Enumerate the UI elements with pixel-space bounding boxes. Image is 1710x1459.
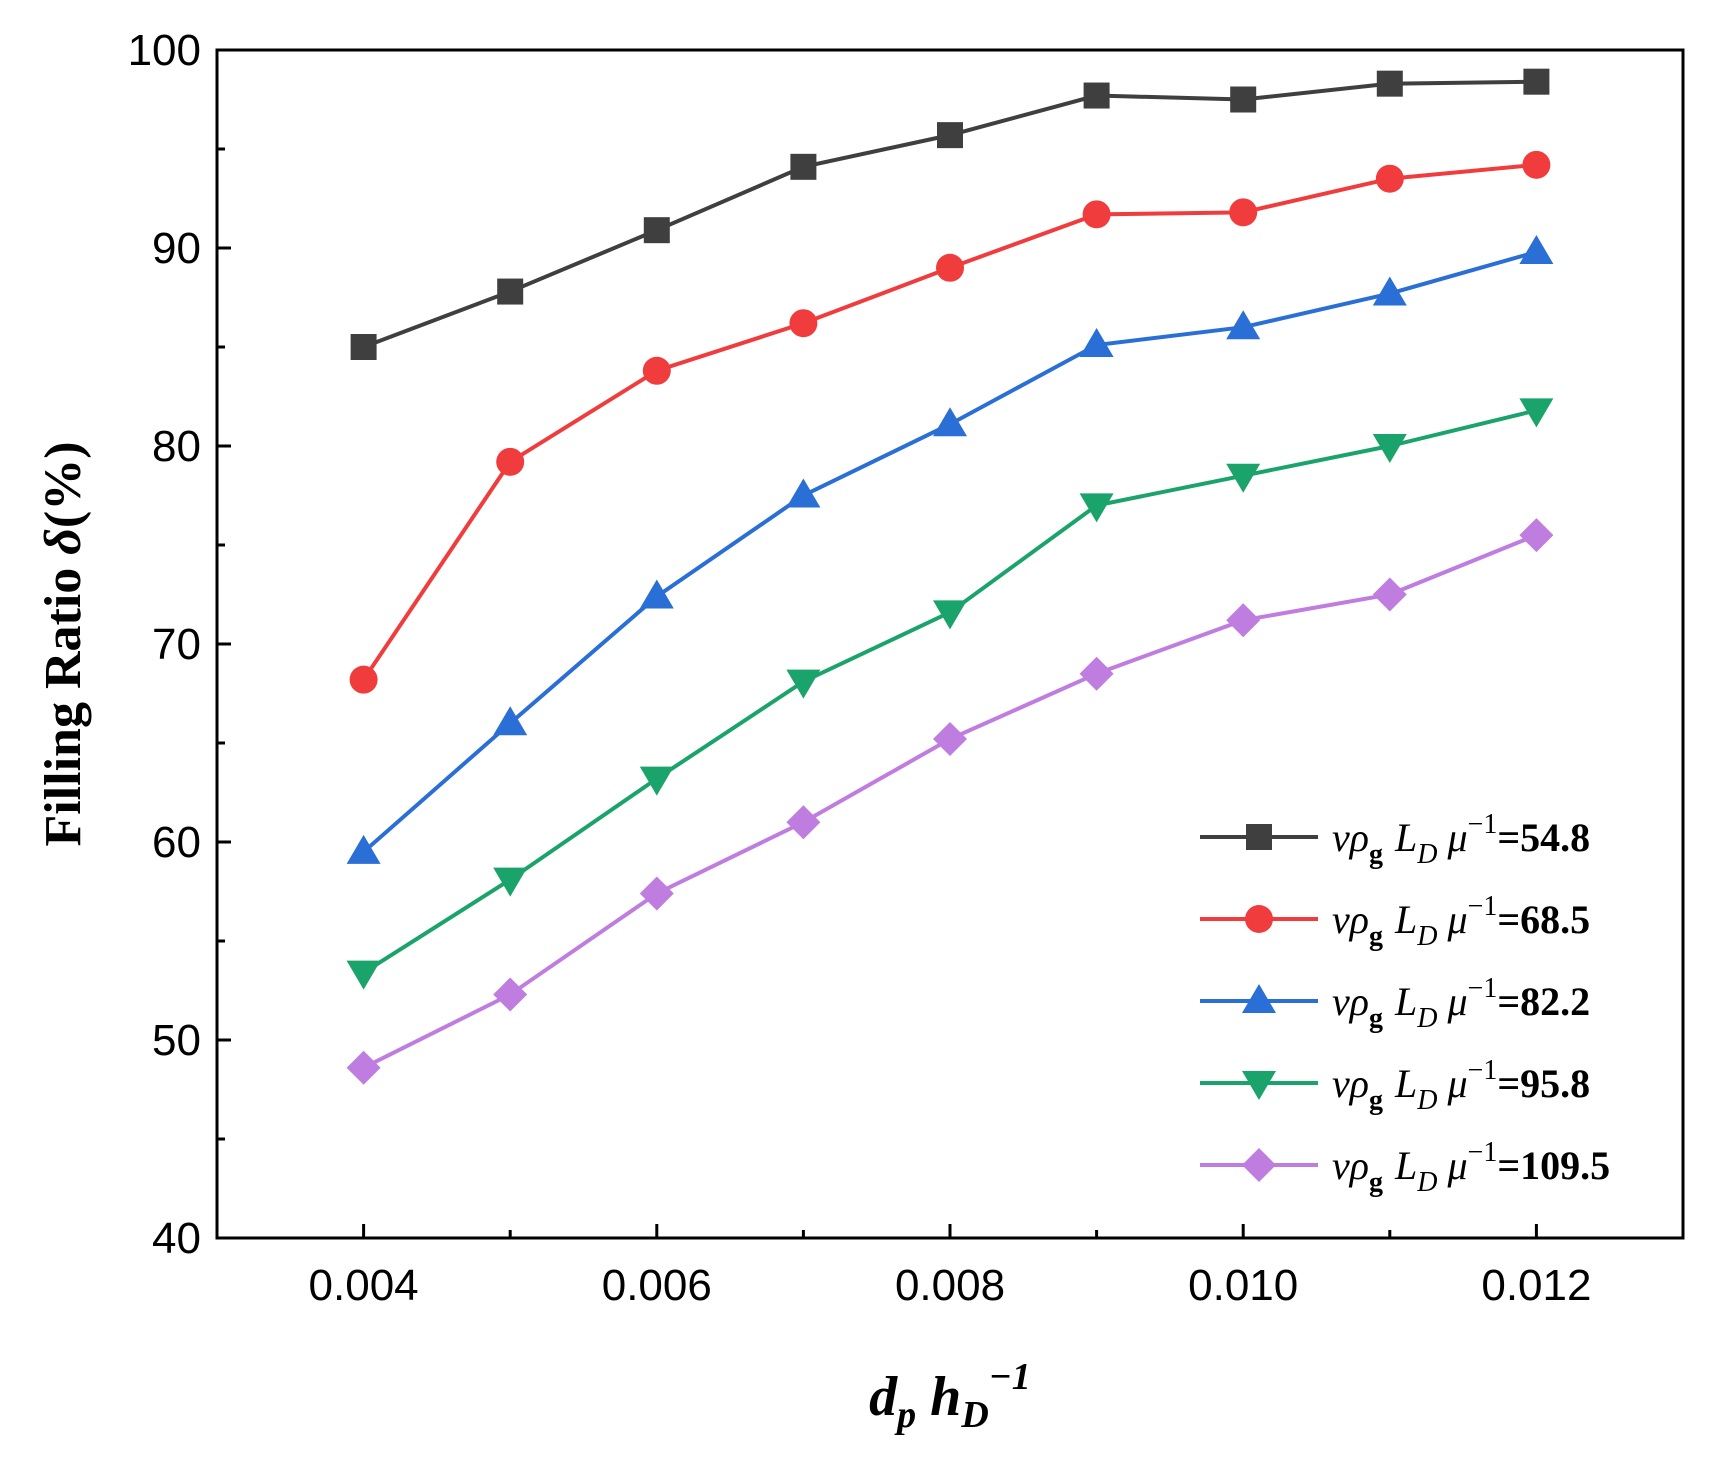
y-tick-label: 90 (152, 224, 201, 273)
data-point (643, 217, 670, 244)
data-point (936, 253, 964, 282)
data-point (493, 867, 528, 897)
data-point (933, 722, 967, 757)
data-point (349, 665, 378, 694)
data-point (639, 579, 674, 609)
data-point (1519, 398, 1554, 428)
data-point (1079, 656, 1114, 691)
y-tick-label: 60 (152, 818, 201, 867)
data-point (642, 356, 671, 385)
data-point (1083, 82, 1110, 109)
data-point (1229, 198, 1258, 227)
legend-marker (1242, 984, 1276, 1013)
data-point (1372, 434, 1407, 463)
data-point (639, 876, 674, 911)
data-point (789, 309, 818, 338)
data-point (1226, 310, 1261, 340)
legend-label: vρg LD μ−1=68.5 (1332, 891, 1590, 952)
data-point (346, 834, 381, 864)
y-tick-label: 70 (152, 620, 201, 669)
y-tick-label: 40 (152, 1214, 201, 1263)
data-point (1519, 234, 1554, 264)
plot-frame (215, 48, 1685, 1240)
data-point (933, 407, 967, 437)
data-point (1519, 518, 1554, 553)
data-point (1079, 493, 1114, 523)
data-point (346, 960, 381, 990)
series-3 (346, 234, 1554, 864)
data-point (346, 1050, 381, 1085)
data-point (933, 600, 967, 630)
legend-marker (1246, 824, 1272, 850)
x-axis: 0.004 0.006 0.008 0.010 0.012 (309, 1224, 1591, 1310)
series-1 (350, 68, 1550, 360)
data-point (1523, 68, 1550, 95)
legend-item: vρg LD μ−1=54.8 (1200, 809, 1590, 870)
data-point (1082, 200, 1111, 229)
legend-label: vρg LD μ−1=82.2 (1332, 973, 1590, 1034)
legend-marker (1242, 1148, 1276, 1182)
y-tick-label: 80 (152, 422, 201, 471)
legend-item: vρg LD μ−1=82.2 (1200, 973, 1590, 1034)
data-point (786, 669, 821, 699)
legend: vρg LD μ−1=54.8 vρg LD μ−1=68.5 vρg LD μ−1=82.2 v… (1200, 809, 1610, 1198)
y-axis: 40 50 60 70 80 90 100 (128, 26, 231, 1263)
legend-label: vρg LD μ−1=109.5 (1332, 1137, 1610, 1198)
data-point (1372, 276, 1407, 306)
series-2 (349, 150, 1551, 694)
x-tick-label: 0.006 (602, 1261, 712, 1310)
data-point (497, 278, 524, 305)
data-point (1230, 86, 1257, 113)
x-axis-title: dp hD−1 (869, 1356, 1031, 1436)
x-tick-label: 0.004 (309, 1261, 419, 1310)
data-point (786, 478, 821, 508)
legend-item: vρg LD μ−1=68.5 (1200, 891, 1590, 952)
data-point (1372, 577, 1407, 612)
data-point (493, 977, 528, 1012)
data-point (790, 153, 817, 180)
data-point (496, 447, 525, 476)
data-point (639, 766, 674, 796)
data-point (1375, 164, 1404, 193)
series-4 (346, 398, 1554, 990)
legend-item: vρg LD μ−1=95.8 (1200, 1055, 1590, 1116)
data-point (1522, 150, 1551, 179)
data-point (1079, 328, 1114, 358)
legend-label: vρg LD μ−1=54.8 (1332, 809, 1590, 870)
x-tick-label: 0.012 (1481, 1261, 1591, 1310)
legend-item: vρg LD μ−1=109.5 (1200, 1137, 1610, 1198)
data-point (1226, 603, 1261, 638)
data-point (937, 122, 963, 149)
data-point (350, 334, 377, 360)
legend-marker (1245, 905, 1273, 933)
data-point (1226, 463, 1261, 493)
series-layer (346, 68, 1554, 1085)
data-point (1376, 70, 1403, 97)
y-tick-label: 100 (128, 26, 201, 75)
x-tick-label: 0.010 (1188, 1261, 1298, 1310)
x-tick-label: 0.008 (895, 1261, 1005, 1310)
legend-marker (1242, 1071, 1276, 1100)
y-tick-label: 50 (152, 1016, 201, 1065)
legend-label: vρg LD μ−1=95.8 (1332, 1055, 1590, 1116)
series-5 (346, 518, 1554, 1085)
data-point (493, 706, 528, 736)
data-point (786, 805, 821, 840)
y-axis-title: Filling Ratio δ(%) (35, 441, 92, 846)
